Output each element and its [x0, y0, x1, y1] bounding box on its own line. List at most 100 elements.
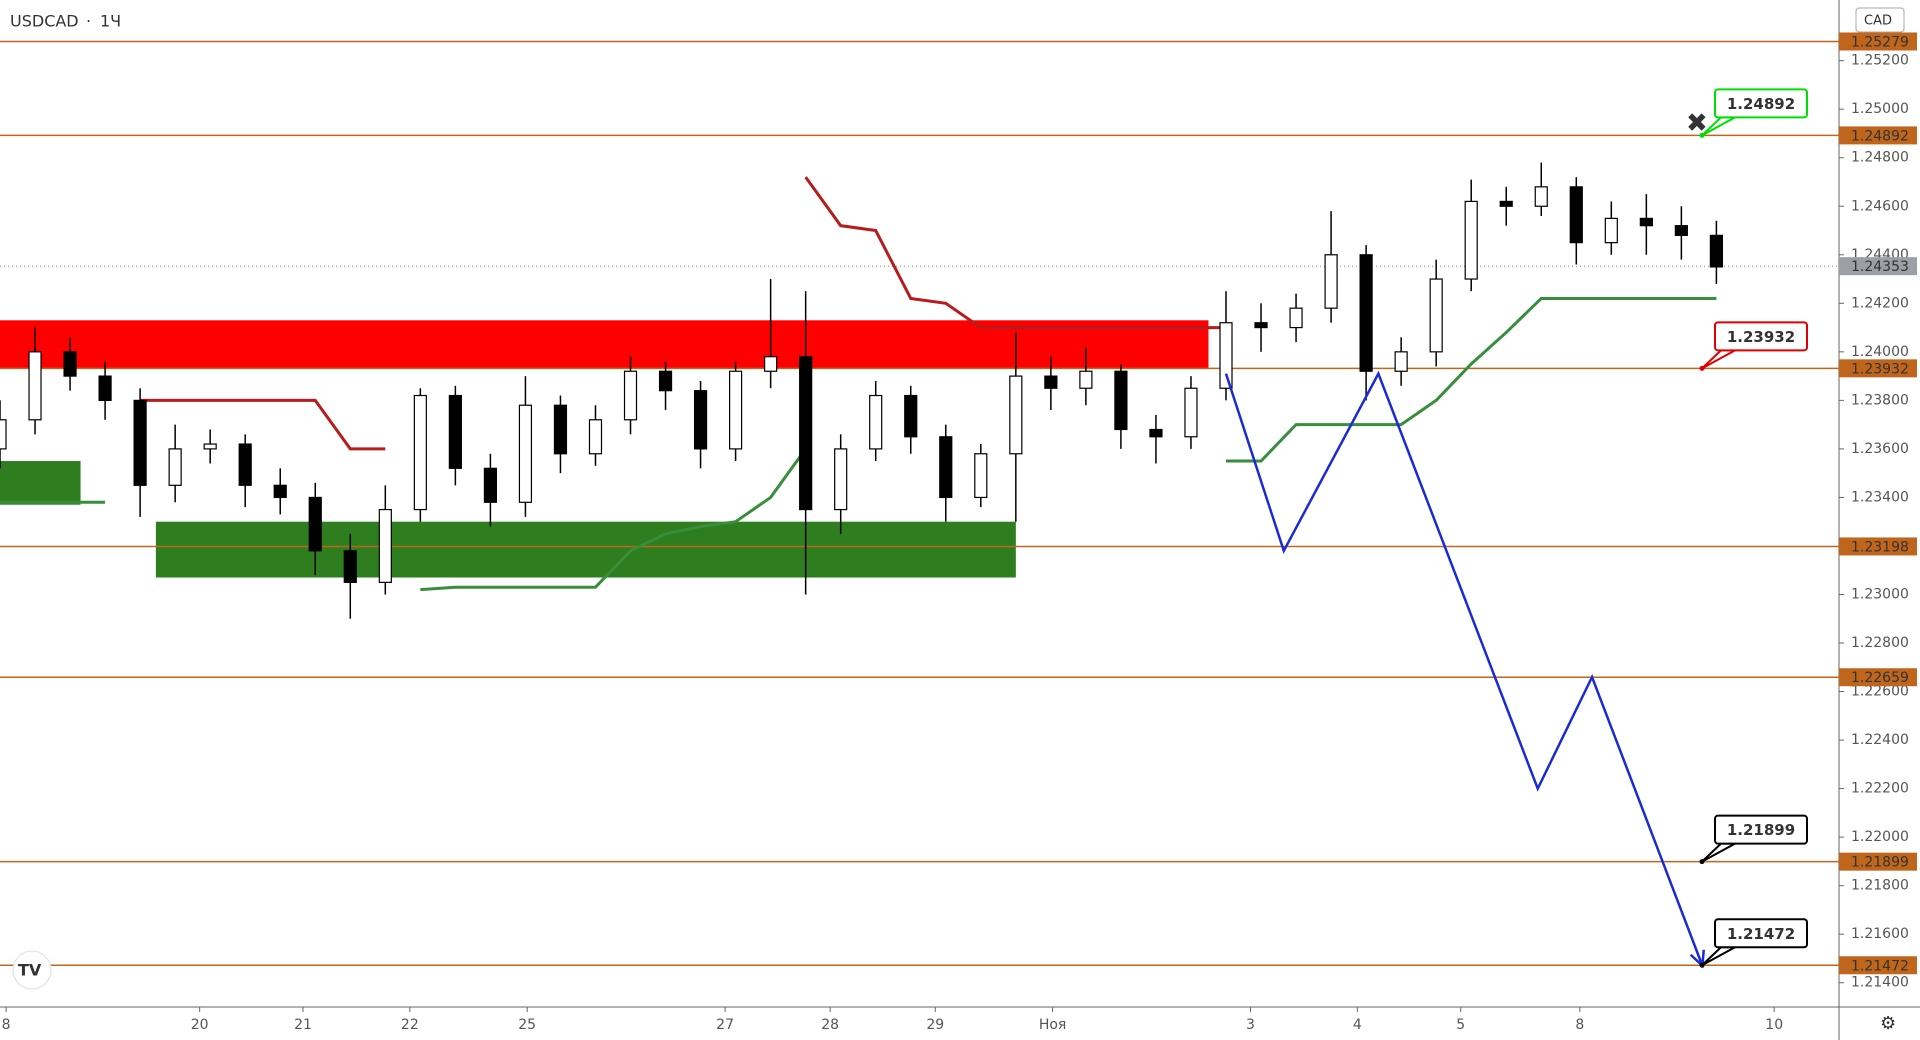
- logo[interactable]: [12, 950, 52, 990]
- candle-body: [1359, 254, 1373, 372]
- candle-body: [1324, 254, 1338, 309]
- candle-body: [273, 484, 287, 499]
- x-tick-label: 28: [821, 1017, 839, 1033]
- y-tick-label: 1.22600: [1851, 684, 1909, 700]
- candle-body: [0, 419, 7, 450]
- candle-body: [658, 370, 673, 392]
- y-tick-label: 1.23800: [1851, 392, 1909, 408]
- candle-body: [203, 443, 217, 450]
- x-tick-label: 29: [926, 1017, 944, 1033]
- candle-body: [1499, 200, 1513, 207]
- candle-body: [553, 404, 568, 455]
- logo-mark[interactable]: TV: [18, 961, 42, 980]
- candle-body: [343, 550, 357, 583]
- candle-body: [1044, 375, 1058, 389]
- y-tick-label: 1.22200: [1851, 781, 1909, 797]
- level-label: 1.22659: [1851, 670, 1909, 686]
- x-tick-label: 4: [1353, 1017, 1362, 1033]
- candle-body: [448, 394, 462, 469]
- y-tick-label: 1.24200: [1851, 295, 1909, 311]
- symbol: USDCAD: [10, 12, 79, 31]
- candle-body: [1289, 307, 1303, 329]
- y-tick-label: 1.23000: [1851, 586, 1909, 602]
- candle-body: [1569, 186, 1583, 244]
- y-tick-label: 1.21400: [1851, 975, 1909, 991]
- candle-body: [1394, 351, 1408, 372]
- candle-body: [133, 399, 147, 486]
- level-label: 1.21899: [1851, 855, 1909, 871]
- candle-body: [1219, 322, 1233, 389]
- candle-body: [1709, 234, 1724, 268]
- callout-box: [1714, 321, 1808, 352]
- zone: [155, 521, 1016, 578]
- y-tick-label: 1.22000: [1851, 829, 1909, 845]
- settings-icon[interactable]: ⚙: [1880, 1013, 1896, 1034]
- candle-body: [1639, 217, 1653, 227]
- candle-body: [378, 508, 392, 583]
- candle-body: [1464, 200, 1478, 280]
- zone: [0, 461, 81, 505]
- candle-body: [869, 394, 883, 450]
- candle-body: [974, 453, 988, 499]
- x-tick-label: 20: [191, 1017, 209, 1033]
- candle-body: [63, 351, 77, 377]
- level-label: 1.23198: [1851, 539, 1909, 555]
- x-tick-label: 10: [1765, 1017, 1783, 1033]
- dot: ·: [86, 12, 91, 31]
- y-tick-label: 1.24800: [1851, 150, 1909, 166]
- x-tick-label: 8: [2, 1017, 11, 1033]
- trend-down: [140, 176, 1226, 451]
- x-tick-label: 25: [518, 1017, 536, 1033]
- callout-box: [1714, 918, 1808, 949]
- callout-label: 1.21472: [1727, 925, 1795, 943]
- callout-pointer: [1701, 842, 1736, 863]
- candle-body: [1184, 387, 1198, 438]
- level-label-bg: [1839, 359, 1917, 378]
- candle-body: [28, 351, 42, 421]
- currency[interactable]: CAD: [1864, 14, 1892, 29]
- candle-body: [98, 375, 112, 401]
- y-tick-label: 1.23400: [1851, 489, 1909, 505]
- y-tick-label: 1.25000: [1851, 101, 1909, 117]
- y-tick-label: 1.21600: [1851, 926, 1909, 942]
- x-tick-label: 3: [1246, 1017, 1255, 1033]
- candle-body: [1674, 225, 1688, 236]
- candle-body: [904, 394, 918, 438]
- last-price-bg: [1839, 257, 1917, 276]
- candle-body: [1604, 217, 1618, 244]
- level-label-bg: [1839, 852, 1917, 871]
- y-tick-label: 1.25200: [1851, 53, 1909, 69]
- candle-body: [1254, 322, 1268, 329]
- level-label-bg: [1839, 956, 1917, 975]
- candle-body: [1149, 428, 1163, 438]
- level-label-bg: [1839, 537, 1917, 556]
- candle-body: [1429, 278, 1443, 353]
- candle-body: [764, 356, 778, 372]
- callout-label: 1.24892: [1727, 95, 1795, 113]
- level-label: 1.23932: [1851, 361, 1909, 377]
- y-tick-label: 1.23600: [1851, 441, 1909, 457]
- callout-box: [1714, 814, 1808, 845]
- y-tick-label: 1.21800: [1851, 878, 1909, 894]
- candle-body: [1114, 370, 1128, 431]
- candle-body: [238, 443, 252, 486]
- candle-body: [308, 496, 322, 552]
- x-tick-label: 27: [716, 1017, 734, 1033]
- x-tick-label: 22: [401, 1017, 419, 1033]
- candle-body: [623, 370, 638, 421]
- x-tick-label: Ноя: [1039, 1017, 1067, 1033]
- candle-body: [413, 394, 427, 511]
- x-tick-label: 5: [1456, 1017, 1465, 1033]
- candle-body: [939, 436, 953, 499]
- candle-body: [1009, 375, 1023, 455]
- callout-box: [1714, 88, 1808, 119]
- callout-pointer: [1701, 349, 1736, 370]
- callout-label: 1.21899: [1727, 821, 1795, 839]
- currency-button[interactable]: [1855, 7, 1905, 33]
- callout-pointer: [1701, 946, 1736, 967]
- callout-label: 1.23932: [1727, 328, 1795, 346]
- interval: 1Ч: [100, 12, 121, 31]
- level-label: 1.25279: [1851, 34, 1909, 50]
- y-tick-label: 1.22800: [1851, 635, 1909, 651]
